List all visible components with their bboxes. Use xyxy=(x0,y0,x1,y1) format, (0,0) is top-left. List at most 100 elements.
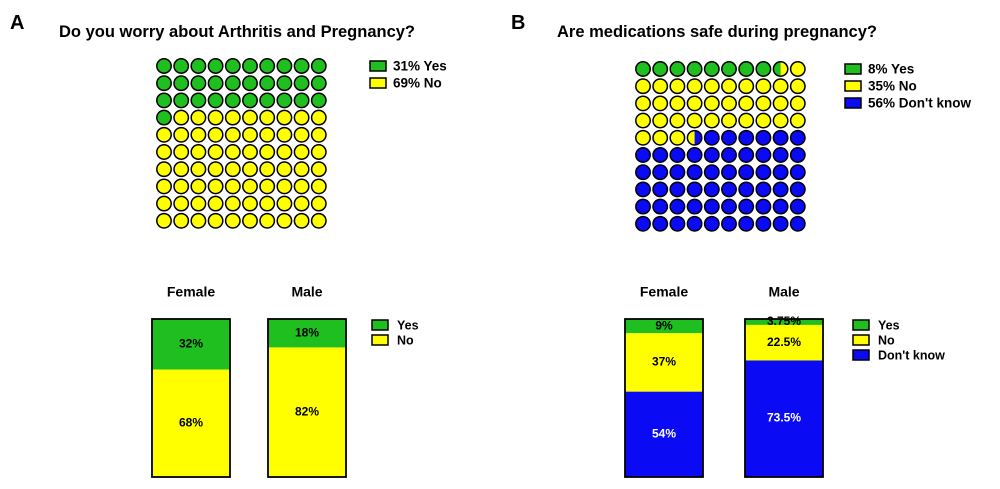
waffle-dot-yes xyxy=(156,109,172,126)
waffle-dot-no xyxy=(669,112,686,129)
waffle-dot-don-t-know xyxy=(669,147,686,163)
waffle-dot-don-t-know xyxy=(738,181,755,198)
waffle-dot-no xyxy=(789,112,806,129)
data-label: 37% xyxy=(652,355,676,369)
waffle-dot-don-t-know xyxy=(772,164,789,181)
waffle-dot-no xyxy=(789,61,806,77)
waffle-dot-no xyxy=(652,129,669,146)
waffle-dot-don-t-know xyxy=(703,147,720,163)
waffle-dot-yes xyxy=(190,92,207,109)
waffle-dot-no xyxy=(293,144,310,160)
waffle-dot-no xyxy=(772,112,789,129)
waffle-dot-no xyxy=(173,126,190,143)
waffle-dot-no xyxy=(190,126,207,143)
waffle-dot-no xyxy=(259,126,276,143)
waffle-dot-yes xyxy=(173,58,190,74)
waffle-dot-yes xyxy=(156,75,172,92)
waffle-dot-no xyxy=(721,112,737,129)
waffle-dot-no xyxy=(686,112,703,129)
waffle-dot-no xyxy=(259,161,276,178)
data-label: 3.75% xyxy=(767,314,801,328)
waffle-dot-no xyxy=(652,95,669,112)
waffle-dot-no xyxy=(635,95,651,112)
waffle-dot-don-t-know xyxy=(789,164,806,181)
waffle-dot-don-t-know xyxy=(721,129,737,146)
waffle-dot-no xyxy=(669,129,686,146)
waffle-dot-yes xyxy=(190,75,207,92)
waffle-dot-no xyxy=(276,144,293,160)
waffle-dot-no xyxy=(293,126,310,143)
waffle-dot-no xyxy=(190,161,207,178)
waffle-dot-yes xyxy=(669,61,686,77)
legend-swatch xyxy=(371,334,389,346)
waffle-dot-don-t-know xyxy=(669,181,686,198)
waffle-dot-no xyxy=(276,212,293,229)
waffle-dot-don-t-know xyxy=(635,198,651,215)
waffle-dot-outline xyxy=(686,129,703,146)
waffle-dot-don-t-know xyxy=(669,215,686,232)
bar-segment xyxy=(152,369,230,477)
waffle-dot-no xyxy=(755,78,772,95)
waffle-dot-don-t-know xyxy=(789,215,806,232)
waffle-dot-no xyxy=(293,161,310,178)
waffle-dot-no xyxy=(242,144,258,160)
data-label: 18% xyxy=(295,325,319,339)
waffle-dot-don-t-know xyxy=(772,147,789,163)
legend-label: Yes xyxy=(397,318,419,332)
waffle-dot-no xyxy=(635,112,651,129)
category-label: Male xyxy=(768,284,799,300)
waffle-dot-yes xyxy=(224,75,241,92)
waffle-dot-don-t-know xyxy=(686,147,703,163)
waffle-dot-yes xyxy=(207,58,224,74)
panel-letter-a: A xyxy=(10,12,25,34)
waffle-dot-don-t-know xyxy=(721,147,737,163)
bar-segment xyxy=(625,333,703,392)
waffle-dot-yes xyxy=(207,75,224,92)
legend-label: Don't know xyxy=(878,348,945,362)
legend-label: 31% Yes xyxy=(393,59,447,74)
waffle-dot-yes xyxy=(293,58,310,74)
waffle-dot-yes xyxy=(293,92,310,109)
waffle-dot-no xyxy=(156,144,172,160)
waffle-dot-don-t-know xyxy=(635,181,651,198)
waffle-dot-don-t-know xyxy=(703,129,720,146)
waffle-dot-no xyxy=(242,109,258,126)
waffle-dot-no xyxy=(652,78,669,95)
waffle-dot-yes xyxy=(721,61,737,77)
panel-title-b: Are medications safe during pregnancy? xyxy=(557,23,877,41)
legend-swatch xyxy=(369,60,387,72)
waffle-dot-don-t-know xyxy=(703,181,720,198)
waffle-dot-no xyxy=(242,178,258,195)
waffle-dot-don-t-know xyxy=(738,215,755,232)
waffle-dot-no xyxy=(156,126,172,143)
waffle-dot-don-t-know xyxy=(772,198,789,215)
waffle-dot-yes xyxy=(259,58,276,74)
waffle-dot-no xyxy=(703,78,720,95)
waffle-dot-yes xyxy=(703,61,720,77)
waffle-dot-no xyxy=(738,95,755,112)
waffle-dot-no xyxy=(259,195,276,212)
waffle-dot-don-t-know xyxy=(635,147,651,163)
waffle-dot-don-t-know xyxy=(686,181,703,198)
category-label: Female xyxy=(167,284,215,300)
waffle-dot-no xyxy=(242,195,258,212)
waffle-dot-don-t-know xyxy=(738,198,755,215)
waffle-dot-don-t-know xyxy=(652,147,669,163)
waffle-dot-don-t-know xyxy=(686,215,703,232)
waffle-dot-yes xyxy=(156,92,172,109)
waffle-dot-don-t-know xyxy=(721,198,737,215)
data-label: 54% xyxy=(652,427,676,441)
waffle-dot-no xyxy=(224,109,241,126)
waffle-dot-no xyxy=(207,195,224,212)
waffle-dot-no xyxy=(259,109,276,126)
waffle-dot-don-t-know xyxy=(703,215,720,232)
waffle-dot-yes xyxy=(242,58,258,74)
waffle-chart: 8% Yes 35% No 56% Don't know xyxy=(635,61,971,232)
waffle-dot-no xyxy=(156,195,172,212)
waffle-dot-no xyxy=(686,78,703,95)
waffle-dot-no xyxy=(156,212,172,229)
legend-swatch xyxy=(844,63,862,75)
waffle-dot-no xyxy=(772,95,789,112)
data-label: 9% xyxy=(655,318,673,332)
waffle-dot-no xyxy=(755,95,772,112)
